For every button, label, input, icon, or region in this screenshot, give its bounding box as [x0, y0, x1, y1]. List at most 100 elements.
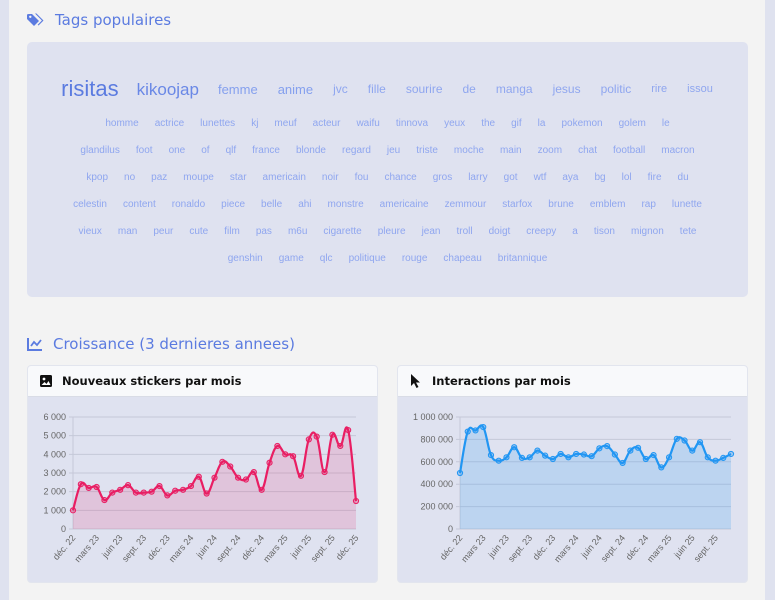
tag-link[interactable]: peur [153, 225, 174, 237]
tag-link[interactable]: issou [687, 82, 713, 95]
tag-link[interactable]: britannique [497, 252, 548, 264]
tag-link[interactable]: americain [262, 171, 306, 183]
tag-link[interactable]: zoom [537, 144, 563, 156]
tag-link[interactable]: belle [261, 198, 283, 210]
tag-link[interactable]: waifu [356, 117, 380, 129]
tag-link[interactable]: doigt [488, 225, 511, 237]
tag-link[interactable]: homme [105, 117, 139, 129]
tag-link[interactable]: regard [341, 144, 371, 156]
tag-link[interactable]: acteur [312, 117, 341, 129]
tag-link[interactable]: zemmour [444, 198, 487, 210]
tag-link[interactable]: gif [511, 117, 522, 129]
tag-link[interactable]: m6u [287, 225, 308, 237]
tag-link[interactable]: tison [593, 225, 615, 237]
tag-link[interactable]: jean [421, 225, 441, 237]
tag-link[interactable]: anime [277, 81, 314, 97]
tag-link[interactable]: emblem [589, 198, 626, 210]
tag-link[interactable]: sourire [405, 82, 443, 96]
tag-link[interactable]: pokemon [561, 117, 603, 129]
tag-link[interactable]: femme [217, 81, 258, 97]
tag-link[interactable]: chapeau [443, 252, 482, 264]
tag-link[interactable]: manga [495, 82, 533, 96]
tag-link[interactable]: chat [578, 144, 597, 156]
tag-link[interactable]: lunette [671, 198, 702, 210]
tag-link[interactable]: football [612, 144, 646, 156]
tag-link[interactable]: yeux [444, 117, 466, 129]
tag-link[interactable]: rouge [401, 252, 428, 264]
tag-link[interactable]: genshin [227, 252, 263, 264]
tag-link[interactable]: chance [384, 171, 417, 183]
tag-link[interactable]: jvc [333, 82, 348, 96]
tag-link[interactable]: rire [651, 82, 668, 95]
tag-link[interactable]: cigarette [323, 225, 362, 237]
tag-link[interactable]: ahi [298, 198, 312, 210]
tag-link[interactable]: de [462, 82, 476, 96]
tag-link[interactable]: foot [135, 144, 153, 156]
tag-link[interactable]: ronaldo [171, 198, 206, 210]
tag-link[interactable]: meuf [274, 117, 297, 129]
tag-link[interactable]: monstre [327, 198, 364, 210]
tag-link[interactable]: fille [367, 82, 386, 96]
tag-link[interactable]: noir [321, 171, 339, 183]
tag-link[interactable]: main [499, 144, 522, 156]
tag-link[interactable]: fou [354, 171, 369, 183]
tag-link[interactable]: jeu [386, 144, 401, 156]
tag-link[interactable]: tinnova [395, 117, 429, 129]
tag-link[interactable]: france [252, 144, 280, 156]
tag-link[interactable]: du [677, 171, 689, 183]
tag-link[interactable]: no [124, 171, 136, 183]
tag-link[interactable]: cute [189, 225, 209, 237]
tag-link[interactable]: vieux [78, 225, 102, 237]
tag-link[interactable]: piece [221, 198, 246, 210]
tag-link[interactable]: bg [594, 171, 606, 183]
tag-link[interactable]: tete [679, 225, 697, 237]
tag-link[interactable]: le [661, 117, 670, 129]
tag-link[interactable]: macron [661, 144, 695, 156]
tag-link[interactable]: qlc [319, 252, 333, 264]
tag-link[interactable]: lunettes [200, 117, 236, 129]
tag-link[interactable]: blonde [295, 144, 326, 156]
tag-link[interactable]: moche [453, 144, 484, 156]
tag-link[interactable]: aya [562, 171, 579, 183]
tag-link[interactable]: americaine [379, 198, 429, 210]
tag-link[interactable]: content [122, 198, 156, 210]
tag-link[interactable]: fire [647, 171, 662, 183]
tag-link[interactable]: the [481, 117, 496, 129]
tag-link[interactable]: kikoojap [136, 79, 199, 99]
tag-link[interactable]: la [537, 117, 546, 129]
tag-link[interactable]: kpop [86, 171, 109, 183]
tag-link[interactable]: film [224, 225, 240, 237]
tag-link[interactable]: brune [548, 198, 574, 210]
tag-link[interactable]: starfox [502, 198, 533, 210]
tag-link[interactable]: politique [348, 252, 386, 264]
tag-link[interactable]: of [201, 144, 210, 156]
tag-link[interactable]: troll [456, 225, 473, 237]
tag-link[interactable]: pas [255, 225, 272, 237]
tag-link[interactable]: moupe [183, 171, 214, 183]
tag-link[interactable]: jesus [552, 82, 581, 96]
tag-link[interactable]: gros [432, 171, 453, 183]
tag-link[interactable]: risitas [61, 76, 119, 101]
tag-link[interactable]: golem [618, 117, 646, 129]
tag-link[interactable]: triste [416, 144, 438, 156]
tag-link[interactable]: man [117, 225, 138, 237]
tag-link[interactable]: qlf [225, 144, 237, 156]
tag-link[interactable]: celestin [73, 198, 107, 210]
tag-link[interactable]: rap [641, 198, 656, 210]
tag-link[interactable]: a [572, 225, 578, 237]
tag-link[interactable]: glandilus [80, 144, 120, 156]
tag-link[interactable]: game [278, 252, 304, 264]
tag-link[interactable]: mignon [630, 225, 664, 237]
tag-link[interactable]: one [168, 144, 186, 156]
tag-link[interactable]: wtf [533, 171, 547, 183]
tag-link[interactable]: actrice [154, 117, 185, 129]
tag-link[interactable]: star [229, 171, 247, 183]
tag-link[interactable]: creepy [526, 225, 557, 237]
tag-link[interactable]: larry [468, 171, 488, 183]
tag-link[interactable]: lol [621, 171, 632, 183]
tag-link[interactable]: paz [151, 171, 168, 183]
tag-link[interactable]: pleure [377, 225, 406, 237]
tag-link[interactable]: got [503, 171, 518, 183]
tag-link[interactable]: kj [251, 117, 259, 129]
tag-link[interactable]: politic [600, 82, 632, 96]
